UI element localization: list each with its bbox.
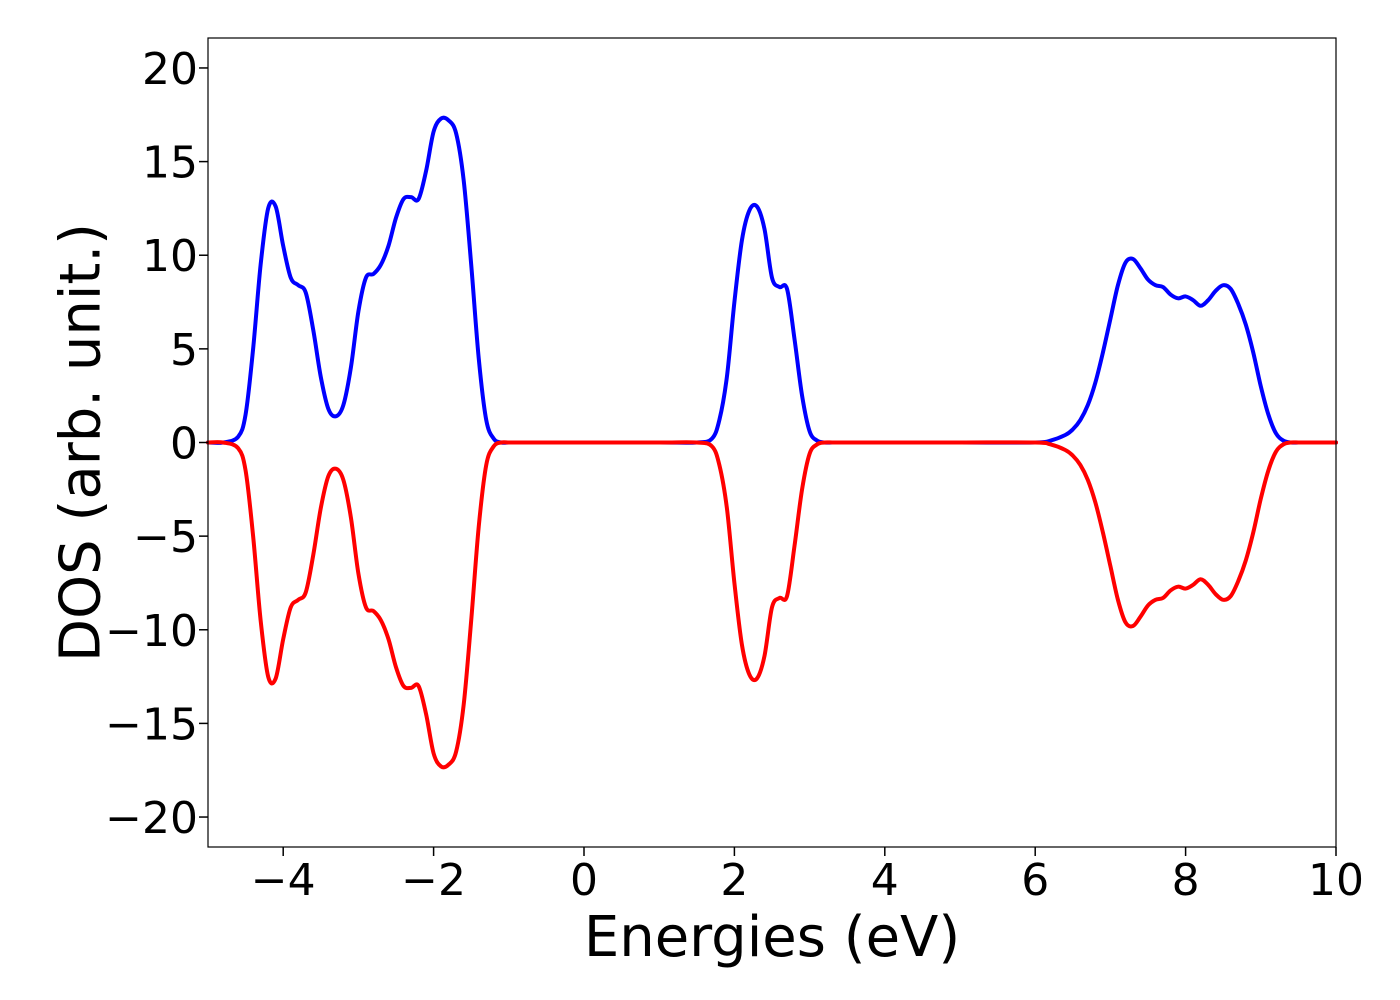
x-tick-label: −4 — [251, 855, 316, 906]
y-axis: 20 15 10 5 0 −5 −10 −15 −20 — [105, 44, 208, 844]
y-tick-label: −10 — [105, 606, 198, 657]
series-layer — [206, 115, 1338, 770]
y-tick-label: 10 — [142, 231, 198, 282]
x-axis: −4 −2 0 2 4 6 8 10 — [251, 847, 1364, 906]
y-tick-label: 15 — [142, 138, 198, 189]
x-tick-label: 8 — [1172, 855, 1200, 906]
x-tick-label: 6 — [1021, 855, 1049, 906]
x-tick-label: 4 — [871, 855, 899, 906]
y-tick-label: −20 — [105, 793, 198, 844]
x-tick-label: 10 — [1308, 855, 1364, 906]
y-axis-label: DOS (arb. unit.) — [49, 223, 114, 662]
x-tick-label: −2 — [401, 855, 466, 906]
y-tick-label: −5 — [133, 512, 198, 563]
y-tick-label: 0 — [170, 419, 198, 470]
series-line-2 — [206, 440, 1338, 770]
y-tick-label: 5 — [170, 325, 198, 376]
x-axis-label: Energies (eV) — [584, 905, 960, 970]
y-tick-label: 20 — [142, 44, 198, 95]
x-tick-label: 2 — [720, 855, 748, 906]
series-line-1 — [206, 115, 1338, 445]
y-tick-label: −15 — [105, 699, 198, 750]
x-tick-label: 0 — [570, 855, 598, 906]
